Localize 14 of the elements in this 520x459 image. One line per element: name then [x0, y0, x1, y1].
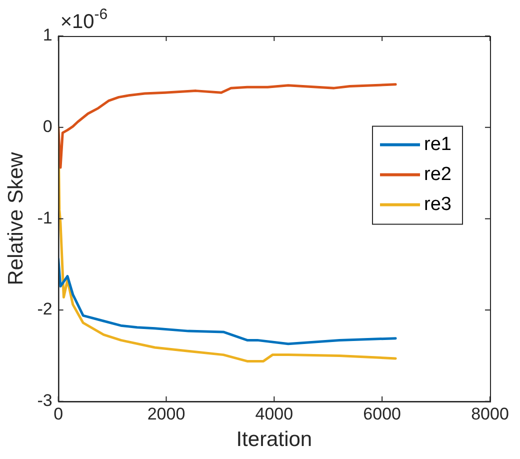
legend-label: re1: [424, 134, 452, 155]
y-axis-title: Relative Skew: [4, 151, 28, 286]
x-tick-label: 6000: [363, 404, 401, 424]
x-tick-label: 8000: [471, 404, 509, 424]
y-tick-label: 1: [42, 26, 52, 45]
legend-label: re2: [424, 164, 452, 185]
y-tick-label: 0: [42, 117, 52, 136]
x-axis-title: Iteration: [236, 428, 312, 452]
x-tick-label: 4000: [255, 404, 294, 424]
x-tick-label: 2000: [147, 404, 186, 424]
y-tick-label: -3: [37, 391, 52, 410]
y-tick-label: -2: [37, 300, 52, 319]
y-tick-label: -1: [37, 208, 52, 228]
legend-label: re3: [424, 194, 452, 215]
